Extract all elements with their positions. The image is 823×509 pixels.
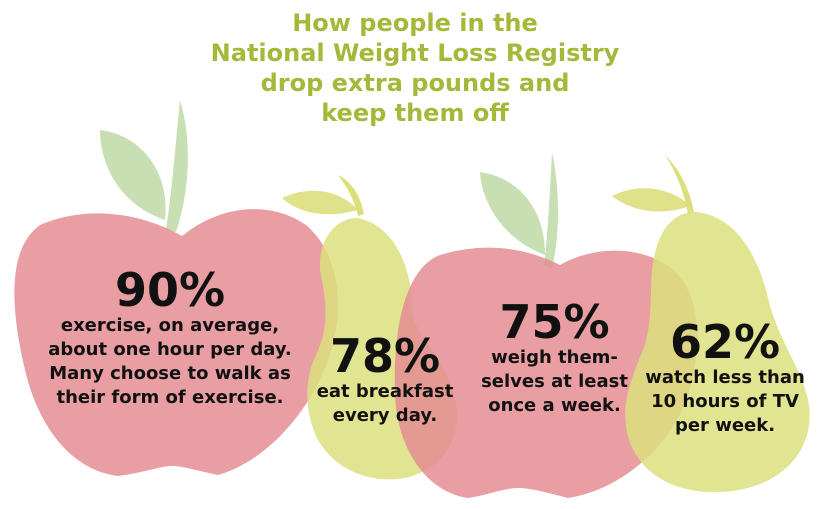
stat-tv: 62% watch less than 10 hours of TV per w… [630,318,820,438]
stat-line: every day. [332,405,438,426]
title-line: National Weight Loss Registry [210,39,620,67]
stat-percent: 78% [329,329,441,383]
stat-percent: 75% [499,295,610,349]
stat-exercise: 90% exercise, on average, about one hour… [20,266,320,410]
pear-stem-icon [338,175,364,216]
infographic-title: How people in the National Weight Loss R… [150,8,680,128]
apple-left-shape [14,209,338,476]
apple-leaf-icon [100,130,166,220]
stat-breakfast: 78% eat breakfast every day. [300,332,470,428]
stat-description: exercise, on average, about one hour per… [20,314,320,410]
stat-line: eat breakfast [316,381,454,402]
apple-right-shape [394,247,698,498]
stat-line: 10 hours of TV [651,391,799,412]
stat-line: their form of exercise. [56,387,284,408]
stat-line: selves at least [481,371,628,392]
stat-line: weigh them- [491,347,618,368]
stat-line: watch less than [645,367,805,388]
stat-line: once a week. [488,395,621,416]
stat-line: per week. [674,415,776,436]
pear-stem-icon [665,155,694,214]
stat-description: eat breakfast every day. [300,380,470,428]
stat-description: weigh them- selves at least once a week. [462,346,647,418]
pear-right-shape [625,212,810,493]
apple-leaf-icon [480,172,545,255]
stat-line: about one hour per day. [48,339,292,360]
title-line: keep them off [321,99,509,127]
stat-percent: 62% [669,315,781,369]
stat-percent: 90% [114,263,226,317]
apple-stem-icon [166,100,188,232]
title-line: drop extra pounds and [260,69,570,97]
stat-description: watch less than 10 hours of TV per week. [630,366,820,438]
stat-line: exercise, on average, [60,315,280,336]
apple-stem-icon [544,152,558,268]
stat-line: Many choose to walk as [49,363,291,384]
stat-weigh: 75% weigh them- selves at least once a w… [462,298,647,418]
pear-leaf-icon [612,188,690,212]
pear-leaf-icon [282,190,358,215]
title-line: How people in the [292,9,538,37]
